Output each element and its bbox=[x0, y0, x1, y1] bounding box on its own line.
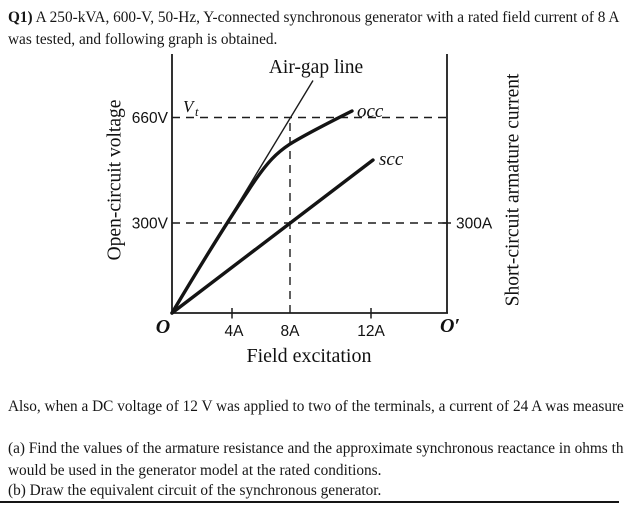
question-header-line2: was tested, and following graph is obtai… bbox=[8, 31, 278, 48]
question-number: Q1) bbox=[8, 9, 33, 26]
x-tick-label-4a: 4A bbox=[225, 323, 245, 340]
x-tick-label-8a: 8A bbox=[281, 323, 301, 340]
part-a-line2: would be used in the generator model at … bbox=[8, 462, 382, 479]
bottom-divider bbox=[0, 501, 619, 504]
airgap-line-label: Air-gap line bbox=[269, 57, 363, 78]
x-tick-label-12a: 12A bbox=[357, 323, 385, 340]
generator-characteristics-figure: Air-gap line V t 660V 300V 300A occ scc … bbox=[105, 54, 524, 367]
part-b-question: (b) Draw the equivalent circuit of the s… bbox=[8, 482, 382, 499]
right-tick-label-300a: 300A bbox=[456, 216, 493, 233]
left-axis-title: Open-circuit voltage bbox=[105, 100, 126, 261]
part-a-line1: (a) Find the values of the armature resi… bbox=[8, 440, 624, 457]
vt-label: V bbox=[183, 97, 196, 116]
part-a-question: (a) Find the values of the armature resi… bbox=[8, 438, 624, 482]
occ-label: occ bbox=[357, 101, 384, 122]
question-header-line1: Q1) A 250-kVA, 600-V, 50-Hz, Y-connected… bbox=[8, 7, 619, 29]
origin-prime-label: O′ bbox=[440, 315, 460, 337]
occ-curve bbox=[170, 109, 354, 315]
origin-label: O bbox=[156, 316, 170, 338]
also-statement: Also, when a DC voltage of 12 V was appl… bbox=[8, 398, 624, 415]
scc-label: scc bbox=[379, 149, 404, 170]
scc-line bbox=[170, 158, 375, 315]
y-tick-label-660v: 660V bbox=[132, 110, 169, 127]
x-axis-title: Field excitation bbox=[247, 345, 372, 367]
y-tick-label-300v: 300V bbox=[132, 216, 169, 233]
question-header: Q1) A 250-kVA, 600-V, 50-Hz, Y-connected… bbox=[8, 7, 619, 51]
right-axis-title: Short-circuit armature current bbox=[503, 73, 524, 306]
question-header-line1-text: A 250-kVA, 600-V, 50-Hz, Y-connected syn… bbox=[32, 9, 620, 26]
vt-label-subscript: t bbox=[195, 105, 199, 119]
